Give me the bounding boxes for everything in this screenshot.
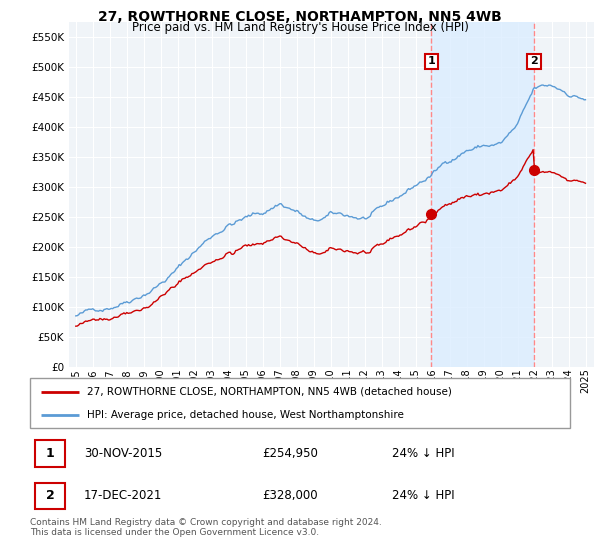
Text: 24% ↓ HPI: 24% ↓ HPI (392, 489, 454, 502)
Text: HPI: Average price, detached house, West Northamptonshire: HPI: Average price, detached house, West… (86, 410, 404, 420)
Bar (431, 22, 534, 367)
Text: £328,000: £328,000 (262, 489, 318, 502)
Text: 1: 1 (427, 57, 435, 66)
Text: 2: 2 (46, 489, 55, 502)
Text: 27, ROWTHORNE CLOSE, NORTHAMPTON, NN5 4WB (detached house): 27, ROWTHORNE CLOSE, NORTHAMPTON, NN5 4W… (86, 386, 452, 396)
Text: 27, ROWTHORNE CLOSE, NORTHAMPTON, NN5 4WB: 27, ROWTHORNE CLOSE, NORTHAMPTON, NN5 4W… (98, 10, 502, 24)
FancyBboxPatch shape (30, 378, 570, 428)
Text: Price paid vs. HM Land Registry's House Price Index (HPI): Price paid vs. HM Land Registry's House … (131, 21, 469, 34)
FancyBboxPatch shape (35, 483, 65, 509)
Text: 2: 2 (530, 57, 538, 66)
Text: 1: 1 (46, 447, 55, 460)
Text: 30-NOV-2015: 30-NOV-2015 (84, 447, 162, 460)
Text: Contains HM Land Registry data © Crown copyright and database right 2024.
This d: Contains HM Land Registry data © Crown c… (30, 518, 382, 538)
Text: 17-DEC-2021: 17-DEC-2021 (84, 489, 163, 502)
Text: 24% ↓ HPI: 24% ↓ HPI (392, 447, 454, 460)
Text: £254,950: £254,950 (262, 447, 318, 460)
FancyBboxPatch shape (35, 440, 65, 466)
